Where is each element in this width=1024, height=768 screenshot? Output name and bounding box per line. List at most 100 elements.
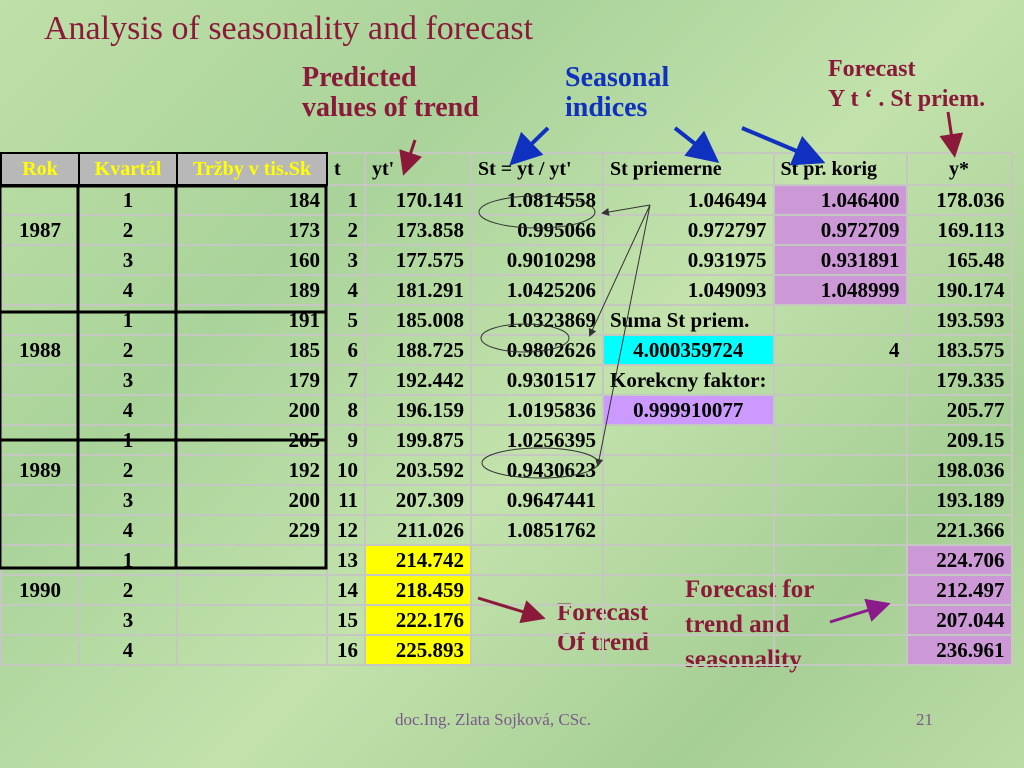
cell-year [0,544,80,576]
cell-st-average [602,574,775,606]
cell-st-average [602,484,775,516]
cell-forecast: 212.497 [905,574,1013,606]
annotation-line: indices [565,92,648,123]
cell-quarter: 3 [78,364,178,396]
cell-trend: 170.141 [364,184,472,216]
cell-sales [176,634,328,666]
cell-st-corrected [772,634,908,666]
cell-sales: 205 [176,424,328,456]
cell-quarter: 2 [78,334,178,366]
cell-quarter: 3 [78,244,178,276]
cell-forecast: 179.335 [905,364,1013,396]
cell-st-average: 1.046494 [602,184,775,216]
cell-st-corrected [772,544,908,576]
cell-st-ratio: 1.0425206 [470,274,604,306]
cell-trend: 173.858 [364,214,472,246]
cell-trend: 188.725 [364,334,472,366]
cell-t: 9 [326,424,366,456]
cell-forecast: 183.575 [905,334,1013,366]
cell-t: 8 [326,394,366,426]
cell-st-ratio: 0.9301517 [470,364,604,396]
cell-t: 11 [326,484,366,516]
cell-year [0,304,80,336]
cell-st-corrected [772,304,908,336]
header-quarter: Kvartál [78,152,178,186]
cell-forecast: 193.593 [905,304,1013,336]
cell-trend: 222.176 [364,604,472,636]
cell-st-corrected: 1.046400 [772,184,908,216]
cell-trend: 225.893 [364,634,472,666]
cell-st-corrected: 0.972709 [772,214,908,246]
cell-quarter: 3 [78,484,178,516]
page-number: 21 [916,710,933,729]
cell-sales [176,604,328,636]
cell-st-average: 1.049093 [602,274,775,306]
cell-quarter: 4 [78,634,178,666]
annotation-seasonal: Seasonal indices [565,63,669,123]
table-row: 1987 2 173 2 173.858 0.995066 0.972797 0.972709… [0,214,1013,246]
cell-quarter: 1 [78,544,178,576]
cell-forecast: 165.48 [905,244,1013,276]
cell-quarter: 4 [78,274,178,306]
table-row: 3 200 11 207.309 0.9647441 193.189 [0,484,1013,516]
table-row: 3 15 222.176 207.044 [0,604,1013,636]
cell-trend: 196.159 [364,394,472,426]
cell-st-average: 0.999910077 [602,394,775,426]
cell-st-corrected [772,454,908,486]
cell-year [0,484,80,516]
cell-st-corrected: 1.048999 [772,274,908,306]
cell-st-average: Suma St priem. [602,304,775,336]
cell-trend: 214.742 [364,544,472,576]
table-header: Rok Kvartál Tržby v tis.Sk t yt' St = yt / yt… [0,152,1013,186]
cell-quarter: 2 [78,214,178,246]
cell-t: 14 [326,574,366,606]
cell-sales: 189 [176,274,328,306]
cell-st-average [602,514,775,546]
cell-st-average [602,454,775,486]
cell-trend: 211.026 [364,514,472,546]
cell-year: 1987 [0,214,80,246]
cell-st-average [602,424,775,456]
cell-forecast: 198.036 [905,454,1013,486]
cell-t: 3 [326,244,366,276]
cell-quarter: 3 [78,604,178,636]
table-row: 1989 2 192 10 203.592 0.9430623 198.036 [0,454,1013,486]
cell-st-corrected [772,574,908,606]
cell-sales [176,574,328,606]
annotation-line: Forecast [828,56,916,82]
cell-st-ratio [470,604,604,636]
cell-st-ratio: 0.9802626 [470,334,604,366]
arrow-forecast-top [939,111,964,158]
cell-forecast: 169.113 [905,214,1013,246]
cell-trend: 218.459 [364,574,472,606]
cell-st-corrected [772,484,908,516]
cell-sales: 229 [176,514,328,546]
cell-t: 2 [326,214,366,246]
cell-t: 12 [326,514,366,546]
cell-trend: 177.575 [364,244,472,276]
cell-forecast: 224.706 [905,544,1013,576]
cell-t: 5 [326,304,366,336]
cell-forecast: 209.15 [905,424,1013,456]
cell-st-ratio: 0.9010298 [470,244,604,276]
cell-st-corrected [772,604,908,636]
cell-st-ratio: 0.995066 [470,214,604,246]
cell-st-ratio [470,574,604,606]
cell-st-ratio: 1.0256395 [470,424,604,456]
cell-year [0,394,80,426]
cell-forecast: 221.366 [905,514,1013,546]
table-row: 3 179 7 192.442 0.9301517 Korekcny faktor: 179… [0,364,1013,396]
cell-trend: 207.309 [364,484,472,516]
cell-st-corrected [772,394,908,426]
cell-year [0,604,80,636]
cell-quarter: 2 [78,454,178,486]
annotation-predicted: Predicted values of trend [302,63,479,123]
cell-sales: 184 [176,184,328,216]
cell-t: 16 [326,634,366,666]
cell-year [0,274,80,306]
table-row: 1990 2 14 218.459 212.497 [0,574,1013,606]
cell-st-ratio [470,544,604,576]
header-st-average: St priemerne [602,152,775,186]
cell-t: 13 [326,544,366,576]
cell-forecast: 205.77 [905,394,1013,426]
